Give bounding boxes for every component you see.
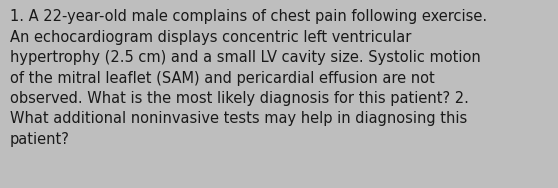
- Text: 1. A 22-year-old male complains of chest pain following exercise.
An echocardiog: 1. A 22-year-old male complains of chest…: [10, 9, 487, 147]
